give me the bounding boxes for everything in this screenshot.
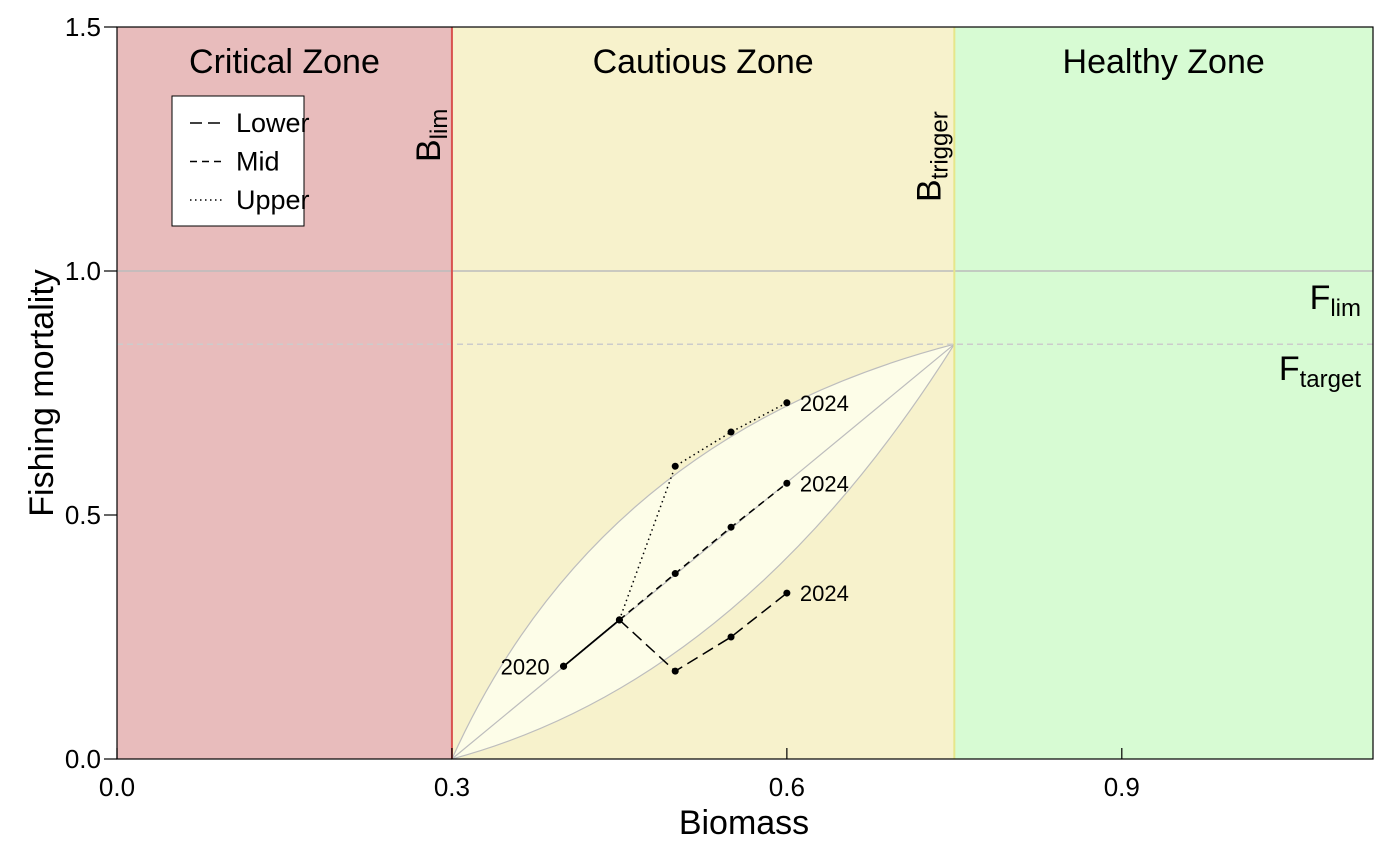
zone-label: Critical Zone [189, 43, 380, 81]
x-tick-label: 0.9 [1104, 772, 1140, 802]
reference-lines-layer: Blim Btrigger Flim Ftarget [117, 27, 1373, 759]
data-point [727, 523, 735, 531]
zone-label: Healthy Zone [1063, 43, 1265, 81]
data-point [560, 662, 568, 670]
legend-label-upper: Upper [236, 185, 310, 215]
series-line-upper [618, 402, 788, 621]
y-tick-label: 1.5 [65, 12, 101, 42]
legend-label-lower: Lower [236, 108, 310, 138]
legend-label-mid: Mid [236, 147, 280, 177]
year-annotation: 2024 [800, 391, 849, 416]
x-axis-label: Biomass [679, 804, 809, 842]
y-axis-label: Fishing mortality [23, 269, 61, 517]
series-start-segment [563, 619, 620, 667]
series-line-lower [618, 592, 788, 673]
y-tick-label: 1.0 [65, 256, 101, 286]
series-layer [560, 399, 791, 675]
x-tick-label: 0.3 [434, 772, 470, 802]
x-tick-label: 0.0 [99, 772, 135, 802]
series-line-mid [618, 482, 788, 621]
zone-healthy-zone [954, 27, 1373, 759]
legend: Lower Mid Upper [171, 95, 310, 227]
x-tick-label: 0.6 [769, 772, 805, 802]
data-point [671, 570, 679, 578]
y-tick-label: 0.5 [65, 500, 101, 530]
plot-frame [116, 26, 1374, 760]
b-lim-label: Blim [410, 109, 453, 162]
data-point [783, 479, 791, 487]
y-tick-label: 0.0 [65, 744, 101, 774]
b-trigger-label: Btrigger [910, 111, 953, 202]
data-point [671, 667, 679, 675]
data-point [783, 399, 791, 407]
axes-layer: 0.0 0.3 0.6 0.9 0.0 0.5 1.0 1.5 [65, 12, 1374, 802]
data-point [615, 616, 623, 624]
year-annotation: 2024 [800, 471, 849, 496]
year-annotation: 2020 [501, 654, 550, 679]
data-point [783, 589, 791, 597]
annotation-layer: 2020 2024 2024 2024 [501, 391, 849, 680]
data-point [727, 633, 735, 641]
f-target-label: Ftarget [1279, 350, 1361, 393]
envelope-midline [451, 343, 955, 760]
f-lim-label: Flim [1310, 279, 1361, 322]
data-point [727, 428, 735, 436]
year-annotation: 2024 [800, 581, 849, 606]
zone-label: Cautious Zone [593, 43, 814, 81]
data-point [671, 462, 679, 470]
